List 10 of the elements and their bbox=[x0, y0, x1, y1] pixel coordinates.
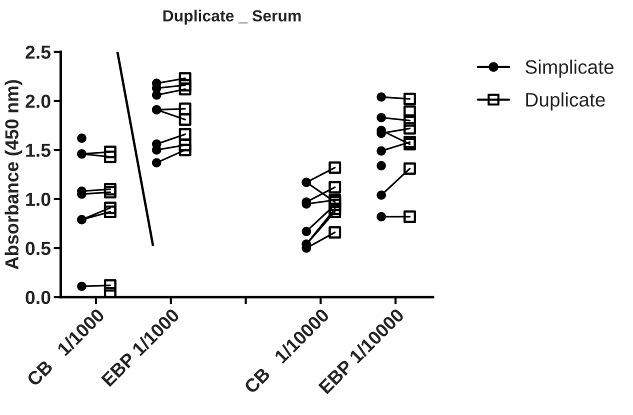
y-axis-title: Absorbance (450 nm) bbox=[4, 80, 22, 270]
legend-label: Duplicate bbox=[526, 92, 605, 110]
y-tick-label: 2.0 bbox=[26, 94, 50, 108]
y-tick-label: 0.5 bbox=[26, 242, 51, 256]
y-tick-label: 1.5 bbox=[26, 144, 51, 157]
y-tick-label: 2.5 bbox=[26, 46, 51, 59]
chart-title: Duplicate _ Serum bbox=[163, 10, 301, 25]
y-tick-label: 1.0 bbox=[26, 192, 50, 206]
y-tick-label: 0.0 bbox=[26, 290, 50, 304]
legend-label: Simplicate bbox=[526, 60, 614, 78]
